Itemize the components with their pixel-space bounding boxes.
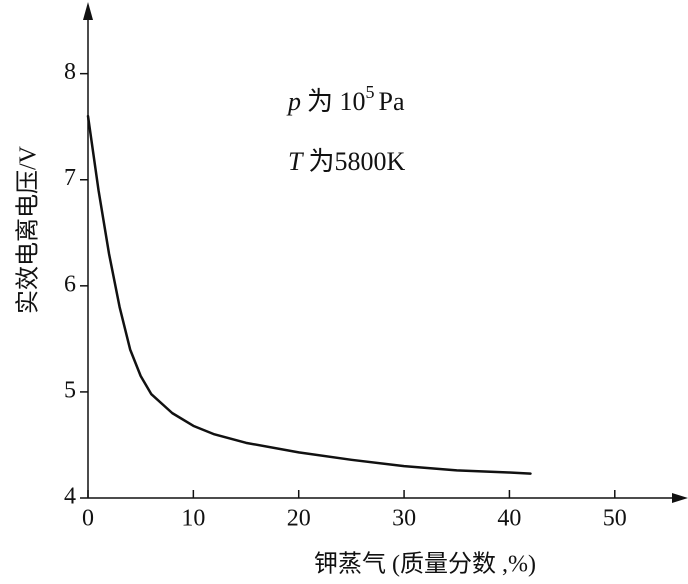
annotation-part: p xyxy=(286,87,301,116)
x-axis-arrow xyxy=(672,493,688,503)
y-tick-label: 8 xyxy=(64,59,76,85)
y-tick-label: 7 xyxy=(64,165,76,191)
x-tick-label: 30 xyxy=(392,506,416,532)
x-tick-label: 40 xyxy=(497,506,521,532)
annotation-part: 为5800K xyxy=(308,147,405,176)
annotation-part: 为 10 xyxy=(307,87,366,116)
annotation-part: 5 xyxy=(366,82,375,102)
x-tick-label: 10 xyxy=(181,506,205,532)
y-axis-arrow xyxy=(83,2,93,20)
x-tick-label: 50 xyxy=(603,506,627,532)
y-tick-label: 6 xyxy=(64,271,76,297)
annotation-part: T xyxy=(288,147,304,176)
annotation: T 为5800K xyxy=(288,147,405,176)
line xyxy=(86,114,532,475)
y-tick-label: 5 xyxy=(64,377,76,403)
x-tick-label: 20 xyxy=(287,506,311,532)
annotation-part: Pa xyxy=(379,87,405,116)
y-axis-label: 实效电离电压/V xyxy=(15,145,42,314)
x-tick-label: 0 xyxy=(82,506,94,532)
y-tick-label: 4 xyxy=(64,484,76,510)
x-axis-label: 钾蒸气 (质量分数 ,%) xyxy=(314,551,536,578)
